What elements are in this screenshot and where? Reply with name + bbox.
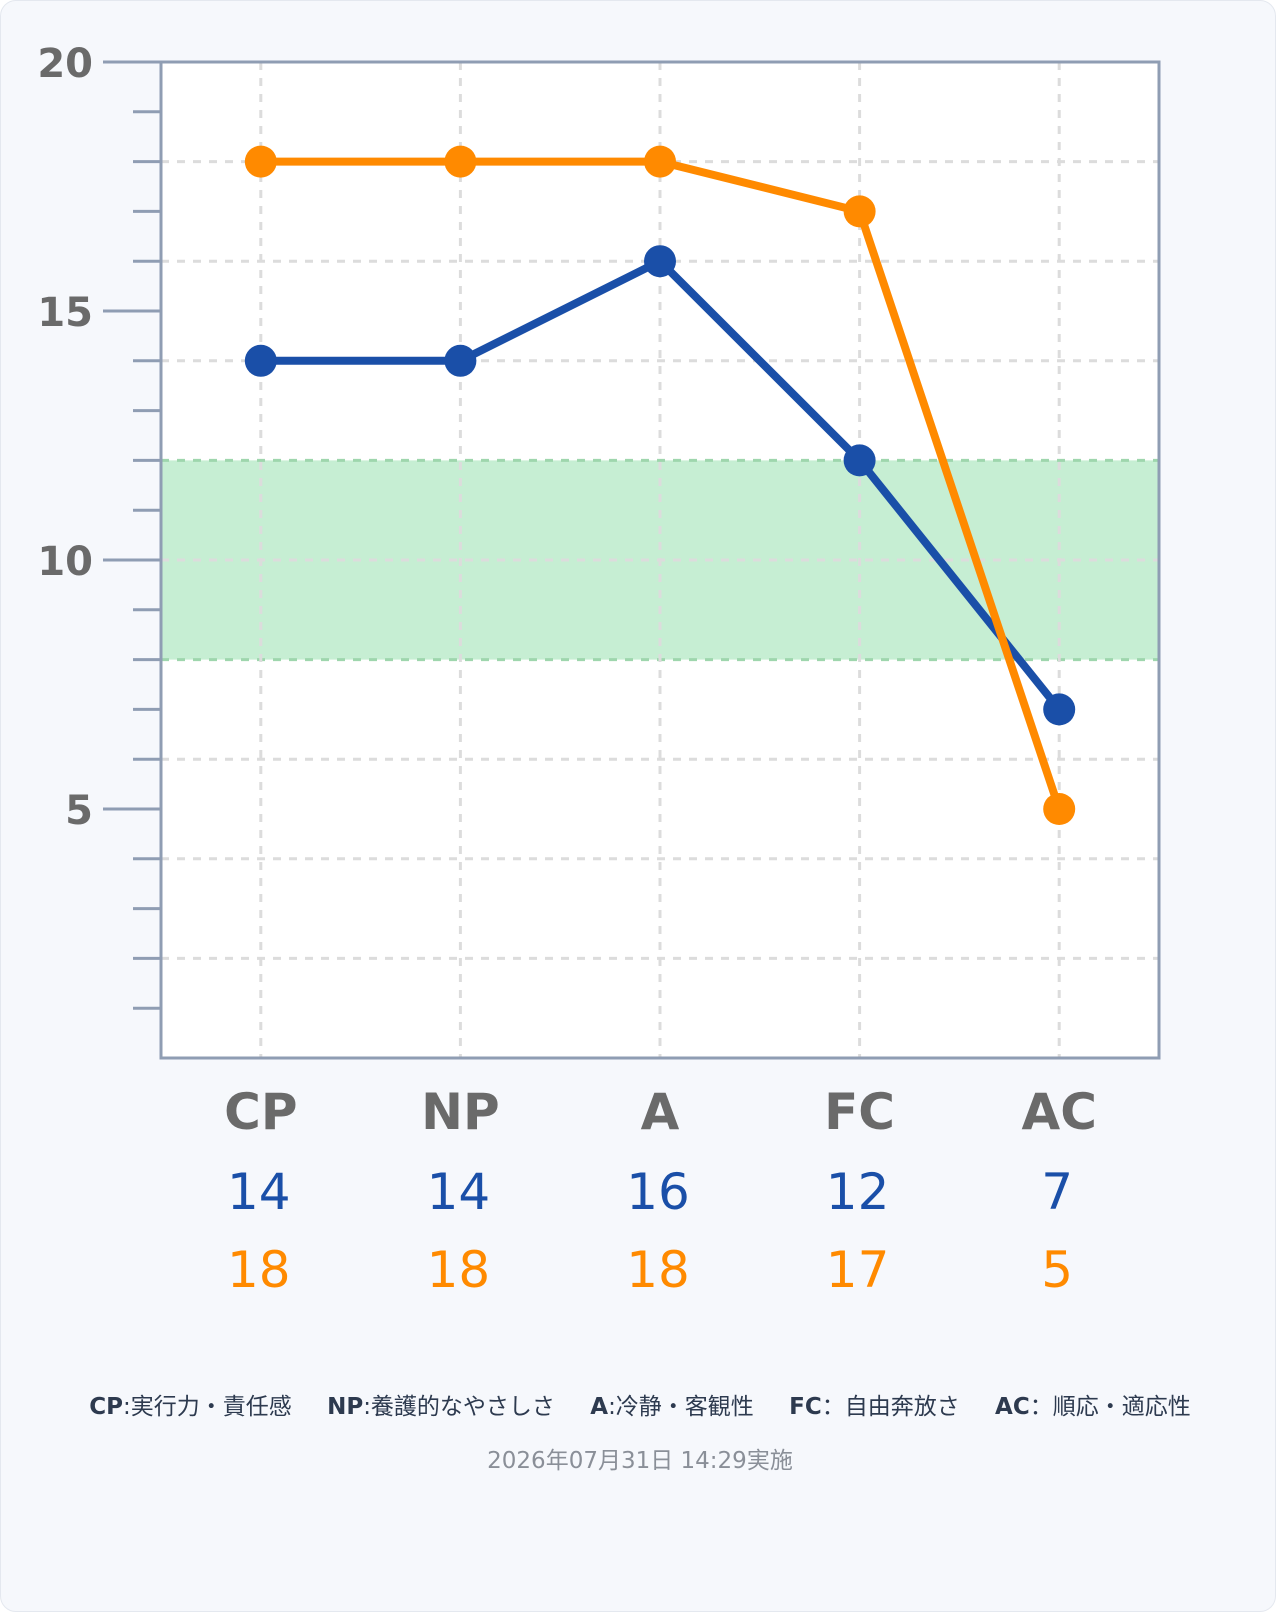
legend-item-cp: CP:実行力・責任感 [89,1394,292,1420]
data-label-series-2: 18 [227,1241,291,1299]
data-point-series-2 [244,145,277,178]
data-point-series-1 [444,344,477,377]
data-label-series-2: 5 [1041,1241,1073,1299]
data-label-series-1: 16 [626,1163,690,1221]
legend-item-a: A:冷静・客観性 [590,1394,754,1420]
data-label-series-1: 12 [826,1163,890,1221]
x-tick-label: CP [224,1083,297,1141]
y-tick-label: 20 [37,41,93,87]
test-date: 2026年07月31日 14:29実施 [487,1448,793,1474]
data-point-series-2 [444,145,477,178]
data-label-series-1: 14 [427,1163,491,1221]
legend-item-np: NP:養護的なやさしさ [327,1394,555,1420]
x-tick-label: A [641,1083,680,1141]
egogram-line-chart: 5 10 15 20 CP NP A FC AC 14 14 16 12 7 18 18 18 17 5 [37,41,1161,1299]
legend-item-fc: FC：自由奔放さ [789,1394,960,1420]
data-label-series-2: 17 [826,1241,890,1299]
data-point-series-2 [843,195,876,228]
x-tick-label: NP [421,1083,500,1141]
data-label-series-2: 18 [626,1241,690,1299]
data-label-series-1: 7 [1041,1163,1073,1221]
x-tick-label: AC [1022,1083,1097,1141]
legend-item-ac: AC：順応・適応性 [995,1394,1191,1420]
data-point-series-2 [644,145,676,178]
y-tick-label: 5 [65,788,93,834]
data-point-series-2 [1043,793,1076,825]
legend: CP:実行力・責任感 NP:養護的なやさしさ A:冷静・客観性 FC：自由奔放さ… [1,1387,1275,1421]
data-label-series-2: 18 [427,1241,491,1299]
data-point-series-1 [244,344,277,377]
data-point-series-1 [644,245,676,278]
data-point-series-1 [843,444,876,477]
data-label-series-1: 14 [227,1163,291,1221]
data-point-series-1 [1043,693,1076,726]
x-tick-label: FC [824,1083,895,1141]
y-tick-label: 15 [37,290,93,336]
y-tick-label: 10 [37,539,93,585]
